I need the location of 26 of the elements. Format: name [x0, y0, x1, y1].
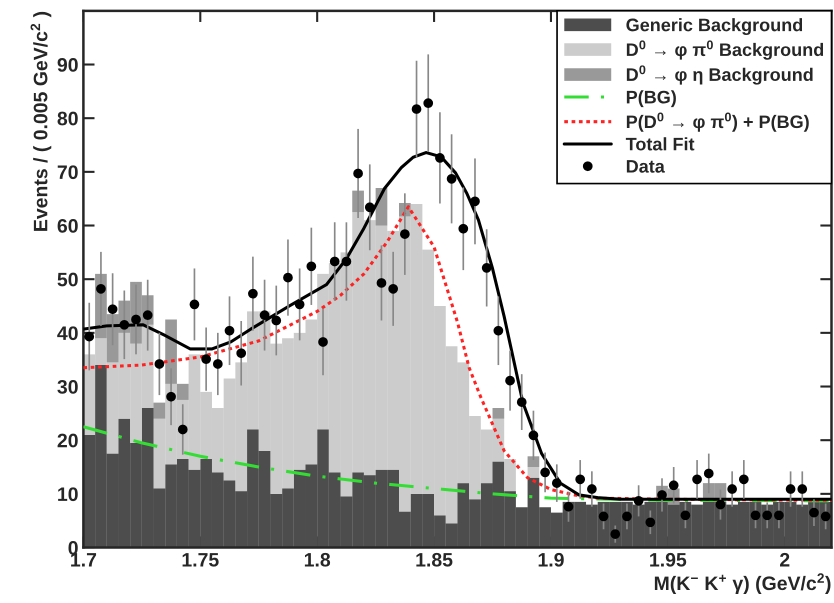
y-tick-label: 30 [57, 380, 78, 394]
y-tick-label: 40 [57, 326, 78, 340]
legend-label: Total Fit [626, 137, 694, 150]
y-tick-label: 0 [68, 540, 78, 555]
y-tick-label: 50 [58, 272, 78, 286]
x-tick-label: 2 [780, 552, 790, 566]
y-tick-label: 80 [58, 112, 78, 126]
legend-label: Data [626, 160, 665, 173]
y-tick-label: 90 [58, 58, 78, 72]
legend-label: P(BG) [626, 90, 676, 108]
y-tick-label: 10 [58, 487, 78, 502]
legend-label: D$^{0}$ → φ η Background [626, 65, 813, 85]
x-axis-title: M(K$^{−}$ K$^{+}$ γ) (GeV/c$^{2}$) [654, 573, 830, 594]
x-tick-label: 1.8 [304, 552, 330, 567]
legend-label: D$^{0}$ → φ π$^{0}$ Background [626, 40, 824, 60]
y-tick-label: 20 [58, 434, 78, 448]
x-tick-label: 1.85 [416, 552, 452, 567]
legend-label: P(D$^{0}$ → φ π$^{0}$) + P(BG) [626, 112, 809, 132]
y-tick-label: 60 [58, 218, 78, 233]
x-tick-label: 1.95 [650, 552, 686, 567]
x-tick-label: 1.7 [71, 553, 96, 566]
legend-label: Generic Background [626, 18, 802, 35]
y-tick-label: 70 [58, 165, 78, 180]
x-tick-label: 1.9 [538, 552, 564, 567]
y-axis-title: Events / ( 0.005 GeV/c$^{2}$ ) [30, 12, 52, 231]
x-tick-label: 1.75 [182, 553, 219, 567]
